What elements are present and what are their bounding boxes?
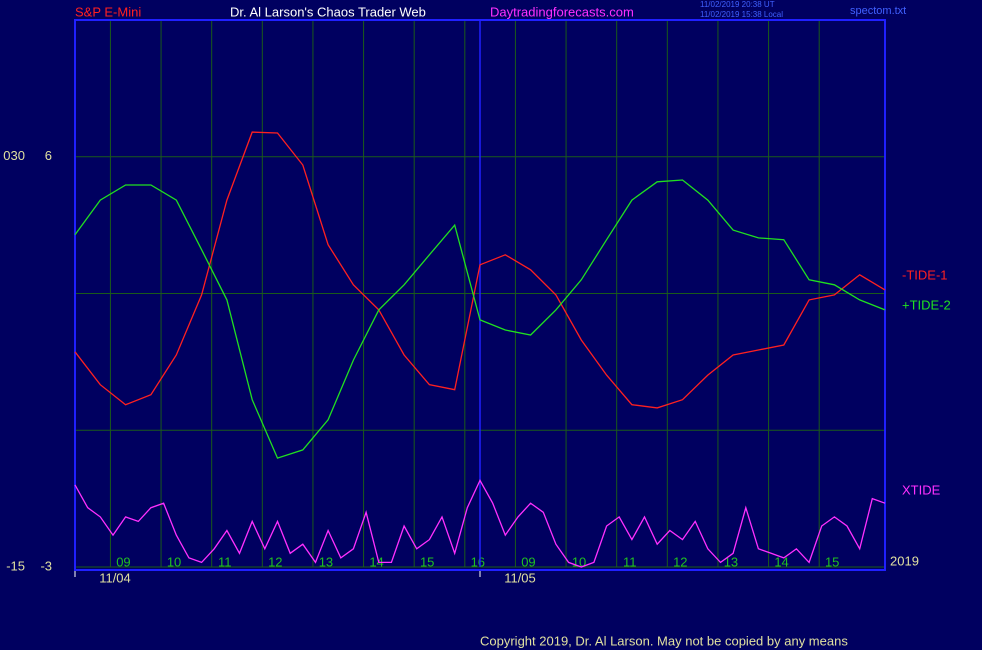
x-tick-label: 14 [774,554,788,569]
file-name: spectom.txt [850,5,906,17]
x-tick-label: 10 [167,554,181,569]
legend-label: +TIDE-2 [902,297,951,312]
x-tick-label: 11 [623,554,637,569]
x-tick-label: 11 [218,554,232,569]
plot-frame [74,19,886,571]
x-tick-label: 14 [369,554,383,569]
y2-tick-label: -15 [6,558,25,573]
x-tick-label: 09 [116,554,130,569]
x-tick-label: 13 [319,554,333,569]
copyright: Copyright 2019, Dr. Al Larson. May not b… [480,633,848,648]
time-local: 11/02/2019 15:38 Local [700,10,783,19]
y2-tick-label: 030 [3,148,25,163]
year: 2019 [890,553,919,568]
y-tick-label: 6 [45,148,52,163]
y-tick-label: -3 [40,558,52,573]
x-tick-label: 16 [471,554,485,569]
date-label: 11/05 [504,570,536,585]
series-line [74,131,886,409]
x-tick-label: 15 [420,554,434,569]
series-line [74,179,886,459]
time-ut: 11/02/2019 20:38 UT [700,0,775,9]
x-tick-label: 10 [572,554,586,569]
series-line [74,478,886,568]
x-tick-label: 12 [268,554,282,569]
date-label: 11/04 [99,570,131,585]
legend-label: XTIDE [902,482,941,497]
x-tick-label: 15 [825,554,839,569]
site-title: Dr. Al Larson's Chaos Trader Web [230,4,426,19]
legend-label: -TIDE-1 [902,267,948,282]
site-url: Daytradingforecasts.com [490,4,634,19]
x-tick-label: 09 [521,554,535,569]
x-tick-label: 12 [673,554,687,569]
symbol: S&P E-Mini [75,4,141,19]
x-tick-label: 13 [724,554,738,569]
